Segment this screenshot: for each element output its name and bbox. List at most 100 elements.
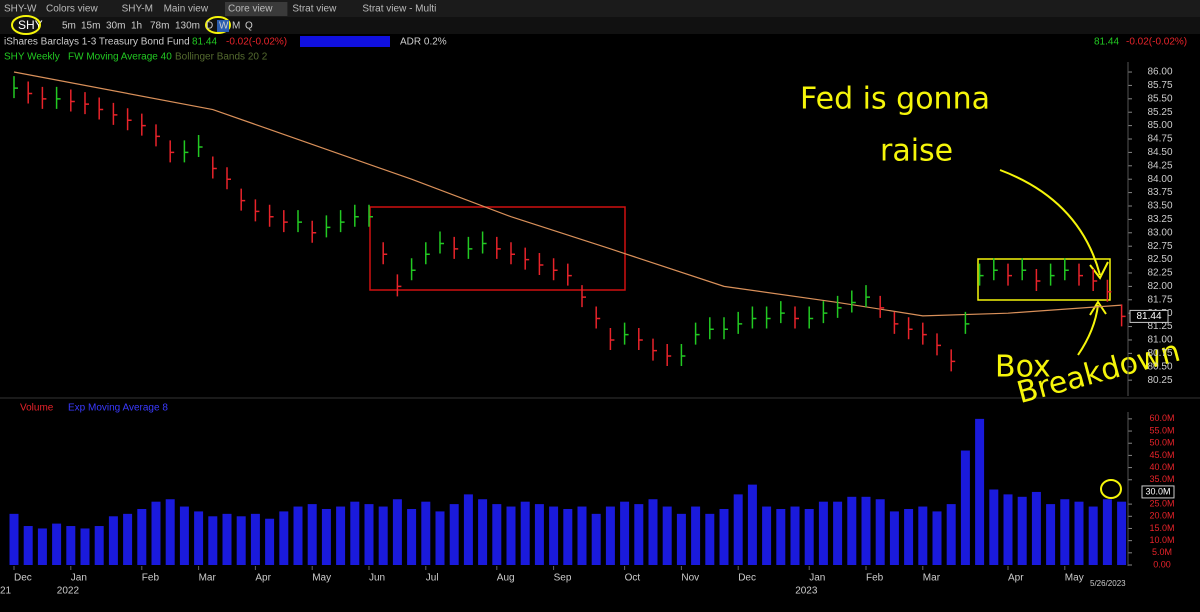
interval[interactable]: D	[206, 21, 213, 32]
price-bar	[339, 210, 345, 233]
price-bar	[950, 349, 956, 372]
price-bar	[666, 344, 672, 367]
symbol[interactable]: SHY	[18, 18, 43, 32]
price-bar	[595, 306, 601, 329]
y-tick-label: 40.0M	[1149, 462, 1174, 472]
intervals: 5m 15m 30m 1h 78m 130m D W M Q	[62, 20, 253, 32]
price-bar	[496, 236, 501, 259]
interval[interactable]: 30m	[106, 21, 125, 32]
volume-bar	[875, 499, 885, 565]
legend-item: Bollinger Bands 20 2	[175, 52, 268, 63]
interval[interactable]: 15m	[81, 21, 100, 32]
volume-bar	[449, 504, 459, 565]
x-tick-label: Dec	[738, 573, 756, 584]
volume-bar	[364, 504, 374, 565]
y-tick-label: 50.0M	[1149, 438, 1174, 448]
volume-bar	[66, 526, 76, 565]
volume-bar	[520, 501, 530, 565]
interval[interactable]: 78m	[150, 21, 169, 32]
price-bar	[623, 322, 629, 345]
tab[interactable]: Main view	[164, 4, 209, 15]
price-bar	[155, 124, 160, 147]
volume-bar	[194, 511, 204, 565]
y-tick-label: 85.25	[1147, 107, 1172, 118]
tab[interactable]: SHY-M	[122, 4, 153, 15]
interval[interactable]: W	[219, 21, 229, 32]
y-tick-label: 82.50	[1147, 254, 1172, 265]
interval[interactable]: 1h	[131, 21, 142, 32]
price-bar	[794, 306, 799, 329]
price-bar	[808, 306, 814, 329]
price-bar	[609, 327, 615, 350]
tab[interactable]: SHY-W	[4, 4, 37, 15]
price-bar	[283, 210, 288, 233]
volume-bar	[904, 508, 914, 565]
volume-bar	[165, 499, 175, 565]
volume-bar	[108, 516, 118, 565]
y-tick-label: 10.0M	[1149, 535, 1174, 545]
fund-name: iShares Barclays 1-3 Treasury Bond Fund	[4, 37, 190, 48]
price-bar	[169, 140, 175, 163]
y-tick-label: 84.50	[1147, 147, 1172, 158]
y-tick-label: 0.00	[1153, 559, 1171, 569]
tab[interactable]: Core view	[228, 4, 273, 15]
volume-bar	[137, 508, 147, 565]
volume-bar	[676, 513, 686, 565]
price-bar	[836, 295, 842, 318]
volume-bar	[705, 513, 715, 565]
volume-legend: Exp Moving Average 8	[68, 403, 168, 414]
price-bar	[865, 285, 870, 308]
current-volume-box	[1141, 485, 1175, 499]
date-label: 5/26/2023	[1090, 579, 1126, 588]
year-label: 2023	[795, 586, 818, 597]
plot: 80.2580.5080.7581.0081.2581.5081.7582.00…	[0, 62, 1175, 597]
price-bar	[936, 333, 941, 356]
price-bar	[978, 263, 984, 286]
price-bar	[354, 204, 359, 227]
price-bar	[907, 317, 913, 340]
price-bar	[297, 210, 302, 233]
price-bar	[1092, 269, 1098, 292]
interval[interactable]: 5m	[62, 21, 76, 32]
price-bar	[694, 322, 700, 345]
volume-bar	[918, 506, 928, 565]
price-bar	[879, 295, 885, 318]
volume-bar	[435, 511, 445, 565]
volume-bar	[265, 518, 275, 565]
volume-bar	[1102, 499, 1112, 565]
interval[interactable]: 130m	[175, 21, 200, 32]
y-tick-label: 80.50	[1147, 361, 1172, 372]
volume-bar	[847, 496, 857, 565]
annotation: Box	[995, 350, 1051, 385]
price-bar	[765, 306, 771, 329]
y-tick-label: 81.25	[1147, 321, 1172, 332]
x-tick-label: Apr	[255, 573, 271, 584]
x-tick-label: Oct	[625, 573, 641, 584]
y-tick-label: 85.00	[1147, 120, 1172, 131]
y-tick-label: 85.50	[1147, 93, 1172, 104]
interval[interactable]: Q	[245, 21, 253, 32]
y-tick-label: 25.0M	[1149, 498, 1174, 508]
price-bar	[212, 156, 217, 179]
volume-bar	[975, 418, 985, 565]
price-bar	[254, 199, 260, 222]
price: 81.44	[192, 37, 217, 48]
volume-bar	[236, 516, 246, 565]
tab[interactable]: Colors view	[46, 4, 98, 15]
x-tick-label: Jun	[369, 573, 385, 584]
interval[interactable]: M	[232, 21, 240, 32]
volume-bar	[179, 506, 189, 565]
price-bar	[822, 301, 828, 324]
price-bar	[481, 231, 487, 254]
y-tick-label: 83.50	[1147, 201, 1172, 212]
price-bar	[922, 322, 927, 345]
tab[interactable]: Strat view	[292, 4, 337, 15]
price-bar	[851, 290, 856, 313]
year-label: 21	[0, 586, 12, 597]
tab[interactable]: Strat view - Multi	[362, 4, 436, 15]
volume-bar	[889, 511, 899, 565]
current-volume: 30.0M	[1145, 486, 1170, 496]
year-label: 2022	[57, 586, 80, 597]
volume-bar	[52, 523, 62, 565]
volume-bar	[989, 489, 999, 565]
